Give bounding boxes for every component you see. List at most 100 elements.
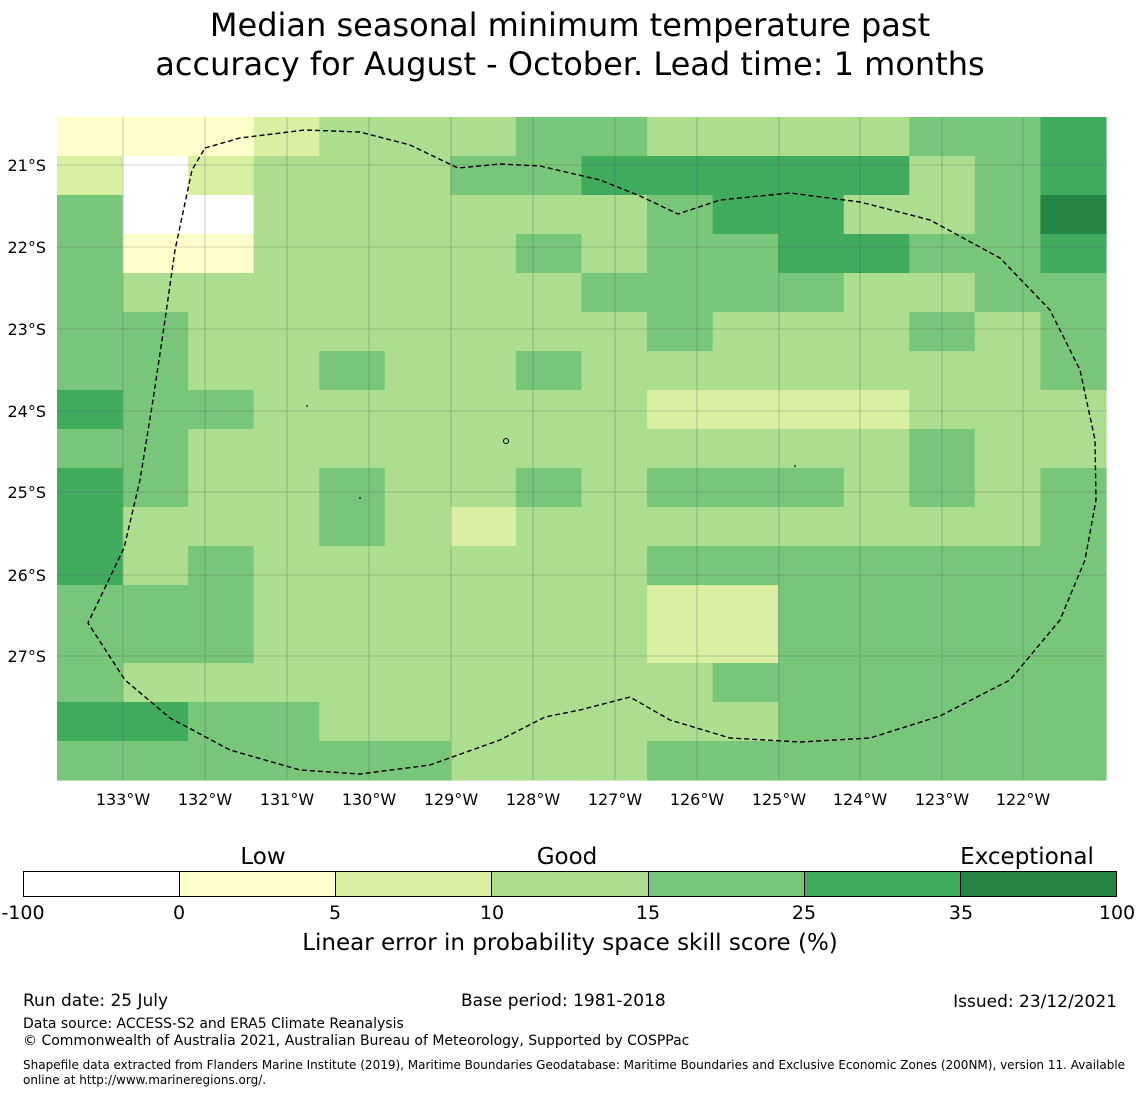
grid-cell xyxy=(909,390,976,430)
grid-cell xyxy=(515,663,583,703)
island xyxy=(306,405,308,407)
grid-cell xyxy=(188,390,255,430)
grid-cell xyxy=(712,546,779,586)
grid-cell xyxy=(384,156,451,196)
title-line-2: accuracy for August - October. Lead time… xyxy=(155,45,985,83)
grid-cell xyxy=(188,585,255,625)
grid-cell xyxy=(647,429,714,469)
colorbar xyxy=(23,871,1117,897)
grid-cell xyxy=(1040,507,1107,547)
grid-cell xyxy=(581,156,648,196)
grid-cell xyxy=(581,585,648,625)
grid-cell xyxy=(778,156,845,196)
grid-cell xyxy=(319,546,386,586)
grid-cell xyxy=(57,624,124,664)
grid-cell xyxy=(843,117,910,157)
grid-cell xyxy=(188,234,255,274)
grid-cell xyxy=(319,312,386,352)
grid-cell xyxy=(319,507,386,547)
longitude-label: 130°W xyxy=(342,790,397,809)
islands xyxy=(306,405,796,499)
colorbar-segment xyxy=(648,872,805,896)
grid-cell xyxy=(450,351,517,391)
latitude-label: 26°S xyxy=(7,566,46,585)
grid-cell xyxy=(188,117,255,157)
shapefile-credit: Shapefile data extracted from Flanders M… xyxy=(23,1058,1126,1087)
grid-cell xyxy=(188,468,255,508)
grid-cell xyxy=(909,351,976,391)
grid-cell xyxy=(778,624,845,664)
grid-cell xyxy=(778,702,845,742)
grid-cell xyxy=(581,468,648,508)
grid-cell xyxy=(122,585,189,625)
grid-cell xyxy=(647,585,714,625)
grid-cell xyxy=(843,234,910,274)
grid-cell xyxy=(843,273,910,313)
grid-cell xyxy=(450,468,517,508)
grid-cell xyxy=(581,429,648,469)
grid-cell xyxy=(384,507,451,547)
grid-cell xyxy=(1040,546,1107,586)
grid-cell xyxy=(647,312,714,352)
grid-cell xyxy=(974,351,1042,391)
grid-cell xyxy=(57,468,124,508)
grid-cell xyxy=(647,741,714,781)
grid-cell xyxy=(647,663,714,703)
grid-cell xyxy=(188,741,255,781)
grid-cell xyxy=(581,117,648,157)
grid-cell xyxy=(712,585,779,625)
grid-cell xyxy=(515,156,583,196)
grid-cell xyxy=(122,429,189,469)
data-source: Data source: ACCESS-S2 and ERA5 Climate … xyxy=(23,1016,404,1032)
grid-cell xyxy=(1040,663,1107,703)
grid-cell xyxy=(515,468,583,508)
grid-cell xyxy=(57,702,124,742)
grid-cell xyxy=(122,507,189,547)
grid-cell xyxy=(581,234,648,274)
grid-cell xyxy=(843,312,910,352)
grid-cell xyxy=(1040,195,1107,235)
copyright: © Commonwealth of Australia 2021, Austra… xyxy=(23,1033,690,1049)
grid-cell xyxy=(974,663,1042,703)
grid-cell xyxy=(1040,585,1107,625)
grid-cell xyxy=(974,234,1042,274)
grid-cell xyxy=(581,546,648,586)
longitude-label: 128°W xyxy=(506,790,561,809)
grid-cell xyxy=(450,390,517,430)
grid-cell xyxy=(843,741,910,781)
grid-cell xyxy=(384,702,451,742)
grid-cell xyxy=(1040,741,1107,781)
grid-cell xyxy=(909,624,976,664)
grid-cell xyxy=(712,312,779,352)
grid-cell xyxy=(122,117,189,157)
grid-cell xyxy=(57,585,124,625)
grid-cell xyxy=(974,507,1042,547)
grid-cell xyxy=(909,273,976,313)
colorbar-tick: 0 xyxy=(172,902,186,924)
grid-cell xyxy=(450,234,517,274)
grid-cell xyxy=(581,312,648,352)
grid-cell xyxy=(319,624,386,664)
latitude-label: 27°S xyxy=(7,647,46,666)
grid-cell xyxy=(384,585,451,625)
grid-cell xyxy=(581,273,648,313)
latitude-labels: 21°S 22°S 23°S 24°S 25°S 26°S 27°S xyxy=(7,156,46,666)
grid-cell xyxy=(188,702,255,742)
grid-cell xyxy=(515,273,583,313)
grid-cell xyxy=(384,546,451,586)
grid-cell xyxy=(57,351,124,391)
grid-cell xyxy=(450,117,517,157)
grid-cell xyxy=(319,156,386,196)
grid-cell xyxy=(57,156,124,196)
grid-cell xyxy=(712,351,779,391)
grid-cell xyxy=(450,312,517,352)
grid-cell xyxy=(581,390,648,430)
colorbar-category-exceptional: Exceptional xyxy=(960,844,1094,870)
grid-cell xyxy=(974,702,1042,742)
island xyxy=(359,497,361,499)
grid-cell xyxy=(974,585,1042,625)
grid-cell xyxy=(843,585,910,625)
longitude-label: 122°W xyxy=(996,790,1051,809)
grid-cell xyxy=(778,195,845,235)
grid-cell xyxy=(319,585,386,625)
